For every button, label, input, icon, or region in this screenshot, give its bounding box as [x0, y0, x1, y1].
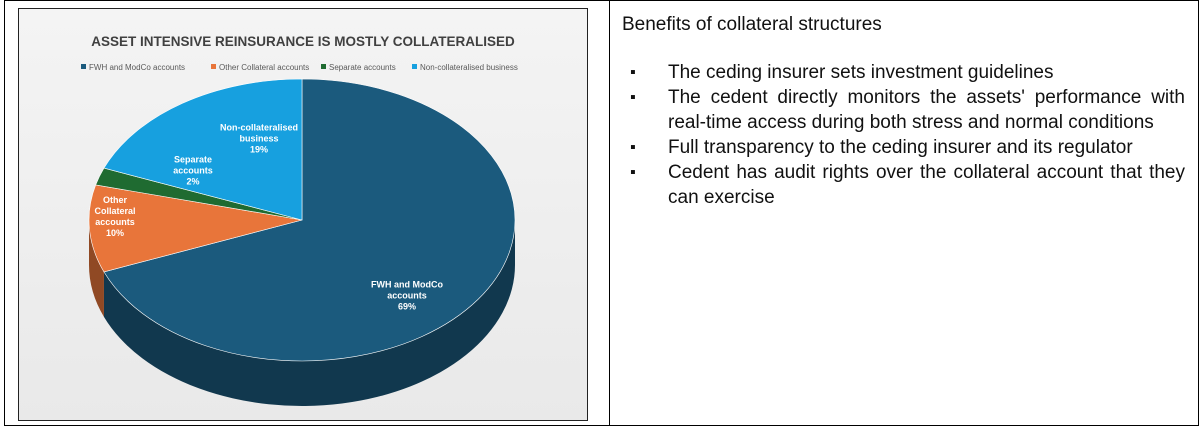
- legend-swatch: [81, 64, 86, 69]
- bullet-item: The ceding insurer sets investment guide…: [622, 60, 1185, 85]
- bullet-item: Full transparency to the ceding insurer …: [622, 135, 1185, 160]
- legend-label: FWH and ModCo accounts: [89, 63, 185, 72]
- legend-label: Other Collateral accounts: [219, 63, 309, 72]
- bullet-item: Cedent has audit rights over the collate…: [622, 160, 1185, 210]
- data-label-name: Non-collateralised business: [219, 122, 299, 144]
- data-label-value: 2%: [186, 176, 200, 187]
- data-label-name: FWH and ModCo accounts: [371, 279, 443, 301]
- data-label-name: Other Collateral accounts: [94, 195, 136, 227]
- pie-slice: [88, 184, 303, 273]
- pie-side: [89, 220, 104, 317]
- chart: ASSET INTENSIVE REINSURANCE IS MOSTLY CO…: [18, 8, 588, 421]
- chart-svg: ASSET INTENSIVE REINSURANCE IS MOSTLY CO…: [81, 34, 518, 406]
- legend-label: Separate accounts: [329, 63, 396, 72]
- data-label-value: 10%: [105, 228, 124, 238]
- legend-swatch: [321, 64, 326, 69]
- bullet-item: The cedent directly monitors the assets'…: [622, 85, 1185, 135]
- data-label-value: 19%: [249, 144, 268, 155]
- data-label-name: Separate accounts: [173, 154, 213, 176]
- pie-slice: [103, 78, 303, 221]
- legend: FWH and ModCo accounts Other Collateral a…: [81, 63, 518, 72]
- chart-title: ASSET INTENSIVE REINSURANCE IS MOSTLY CO…: [91, 34, 515, 49]
- table-frame: [4, 0, 1199, 426]
- data-label: Non-collateralised business 19%: [219, 123, 299, 156]
- data-label: FWH and ModCo accounts 69%: [362, 280, 452, 313]
- pie: [88, 78, 516, 406]
- legend-label: Non-collateralised business: [420, 63, 518, 72]
- data-label: Separate accounts 2%: [158, 155, 228, 188]
- legend-swatch: [211, 64, 216, 69]
- pie-side: [103, 220, 515, 406]
- bullet-list: The ceding insurer sets investment guide…: [622, 60, 1185, 210]
- pie-slice: [103, 78, 516, 362]
- legend-swatch: [412, 64, 417, 69]
- data-label: Other Collateral accounts 10%: [85, 195, 145, 239]
- cell-divider: [609, 0, 610, 426]
- data-label-value: 69%: [397, 301, 416, 312]
- text-panel: Benefits of collateral structures The ce…: [622, 14, 1185, 210]
- heading: Benefits of collateral structures: [622, 14, 882, 35]
